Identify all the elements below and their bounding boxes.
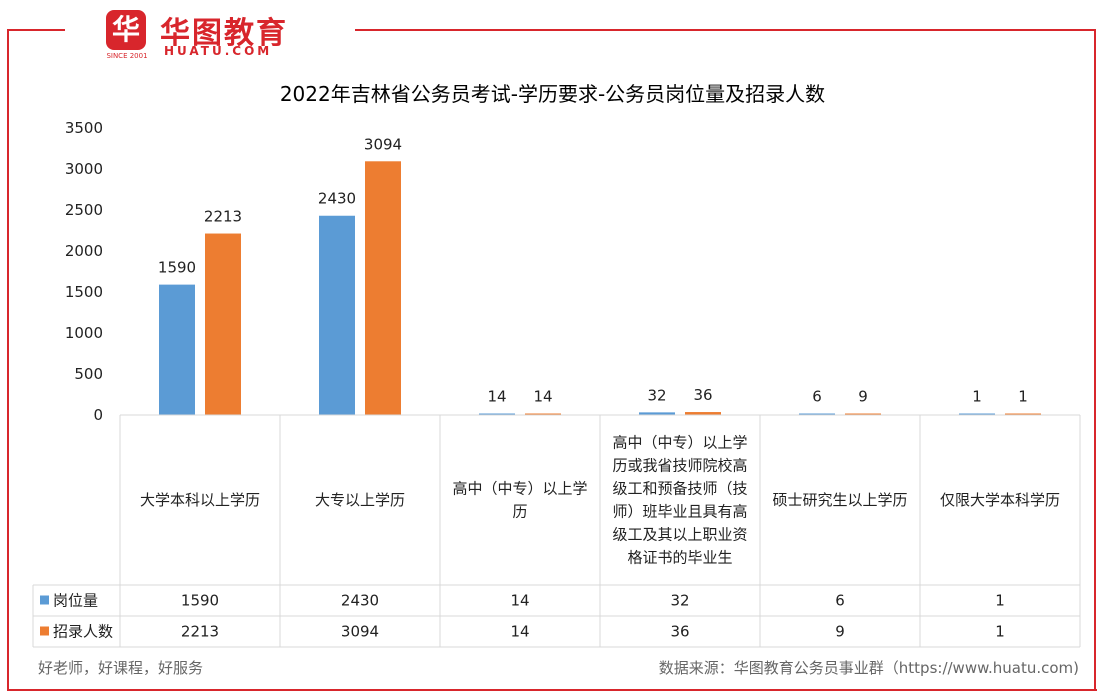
bar-data-label: 9 — [858, 388, 868, 406]
y-tick-label: 0 — [93, 406, 103, 424]
y-tick-label: 3000 — [65, 160, 103, 178]
category-label: 大学本科以上学历 — [140, 491, 260, 509]
logo-since-text: SINCE 2001 — [106, 52, 148, 60]
series-name-label: 招录人数 — [53, 623, 113, 641]
table-value-cell: 9 — [835, 623, 845, 641]
legend-key-hires — [40, 626, 49, 636]
bar-posts — [799, 413, 835, 415]
category-label: 级工及其以上职业资 — [612, 526, 747, 544]
bar-posts — [319, 215, 355, 415]
category-label: 格证书的毕业生 — [627, 549, 732, 567]
table-value-cell: 32 — [670, 592, 689, 610]
frame-top-right-line — [355, 29, 1096, 31]
bar-data-label: 14 — [533, 388, 552, 406]
footer-slogan: 好老师，好课程，好服务 — [38, 659, 204, 677]
category-label: 历或我省技师院校高 — [612, 457, 747, 475]
frame-right-line — [1094, 30, 1096, 691]
bar-data-label: 1 — [972, 388, 982, 406]
bar-hires — [845, 413, 881, 415]
bar-data-label: 36 — [693, 386, 712, 404]
y-tick-label: 2000 — [65, 242, 103, 260]
y-tick-label: 1000 — [65, 324, 103, 342]
table-value-cell: 3094 — [341, 623, 379, 641]
logo-badge-icon: 华 — [106, 10, 146, 50]
logo-name-en: HUATU.COM — [164, 44, 273, 58]
bar-hires — [1005, 413, 1041, 415]
bar-posts — [959, 413, 995, 415]
category-label: 级工和预备技师（技 — [612, 480, 747, 498]
bar-hires — [205, 233, 241, 415]
category-label: 师）班毕业且具有高 — [612, 503, 747, 521]
table-value-cell: 2430 — [341, 592, 379, 610]
y-tick-label: 1500 — [65, 283, 103, 301]
bar-data-label: 2213 — [204, 208, 242, 226]
bar-data-label: 1590 — [158, 259, 196, 277]
legend-key-posts — [40, 595, 49, 605]
bar-posts — [479, 413, 515, 415]
bar-data-label: 1 — [1018, 388, 1028, 406]
frame-top-left-line — [7, 29, 65, 31]
bar-data-label: 6 — [812, 388, 822, 406]
bar-data-label: 32 — [647, 386, 666, 404]
footer-source: 数据来源：华图教育公务员事业群（https://www.huatu.com) — [658, 659, 1079, 677]
y-tick-label: 3500 — [65, 119, 103, 137]
table-value-cell: 1 — [995, 623, 1005, 641]
table-value-cell: 14 — [510, 592, 529, 610]
category-label: 历 — [512, 503, 527, 521]
bar-posts — [639, 412, 675, 415]
table-value-cell: 1590 — [181, 592, 219, 610]
table-value-cell: 14 — [510, 623, 529, 641]
huatu-logo: 华 SINCE 2001 华图教育 HUATU.COM — [90, 6, 330, 62]
bar-data-label: 14 — [487, 388, 506, 406]
category-label: 硕士研究生以上学历 — [772, 491, 907, 509]
series-name-label: 岗位量 — [53, 592, 98, 610]
bar-hires — [525, 413, 561, 415]
logo-name-cn: 华图教育 — [160, 16, 288, 51]
table-value-cell: 1 — [995, 592, 1005, 610]
table-value-cell: 36 — [670, 623, 689, 641]
frame-left-line — [7, 30, 9, 690]
table-value-cell: 2213 — [181, 623, 219, 641]
table-value-cell: 6 — [835, 592, 845, 610]
category-label: 大专以上学历 — [315, 491, 405, 509]
frame-bottom-line — [7, 689, 1097, 691]
chart-title: 2022年吉林省公务员考试-学历要求-公务员岗位量及招录人数 — [279, 82, 826, 106]
bar-data-label: 2430 — [318, 190, 356, 208]
y-tick-label: 2500 — [65, 201, 103, 219]
bar-hires — [685, 412, 721, 415]
category-label: 高中（中专）以上学 — [452, 480, 587, 498]
bar-data-label: 3094 — [364, 135, 402, 153]
category-label: 仅限大学本科学历 — [940, 491, 1060, 509]
category-label: 高中（中专）以上学 — [612, 434, 747, 452]
y-tick-label: 500 — [74, 365, 103, 383]
bar-posts — [159, 284, 195, 415]
bar-hires — [365, 161, 401, 415]
